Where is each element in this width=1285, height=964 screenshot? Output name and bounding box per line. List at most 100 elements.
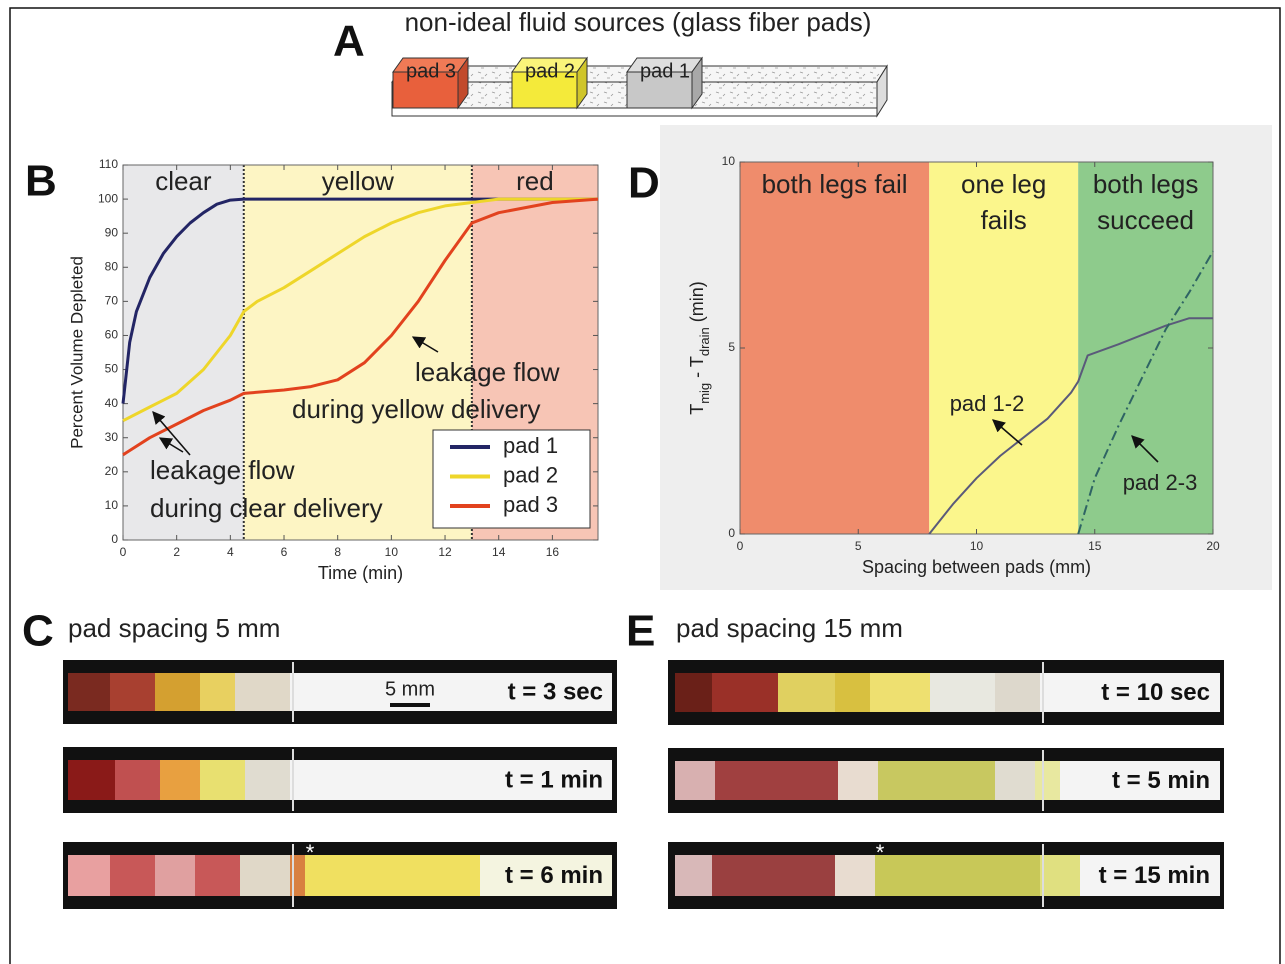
x-tick-label: 16	[546, 545, 560, 559]
y-tick-label: 10	[105, 498, 119, 512]
photo-strip-segment	[235, 673, 290, 711]
photo-strip-segment	[712, 673, 778, 712]
photo-strip-segment	[155, 855, 195, 896]
x-tick-label: 2	[173, 545, 180, 559]
photo-strip-segment	[675, 673, 712, 712]
photo-strip-segment	[878, 761, 995, 800]
photo-strip-segment	[290, 760, 612, 800]
y-tick-label: 90	[105, 225, 119, 239]
photo-strip-segment	[68, 760, 115, 800]
series-line	[1077, 250, 1214, 535]
x-tick-label: 12	[438, 545, 452, 559]
panel-c-title: pad spacing 5 mm	[68, 613, 280, 643]
x-tick-label: 8	[334, 545, 341, 559]
photo-strip-segment	[480, 855, 612, 896]
x-tick-label: 0	[120, 545, 127, 559]
region-label: one leg	[961, 169, 1046, 199]
x-tick-label: 5	[855, 539, 862, 553]
photo-strip-segment	[875, 855, 1040, 896]
region-band	[740, 162, 930, 534]
figure-border	[9, 7, 1281, 964]
photo-strip-segment	[110, 855, 155, 896]
y-axis-label-part: T	[687, 404, 707, 415]
panel-letter: D	[628, 159, 660, 208]
series-line	[928, 317, 1213, 535]
photo-strip-segment	[1040, 855, 1080, 896]
photo-strip-segment	[835, 855, 875, 896]
annotation: during clear delivery	[150, 493, 383, 523]
photo-strip-segment	[110, 673, 155, 711]
y-tick-label: 20	[105, 464, 119, 478]
photo-strip-segment	[68, 673, 110, 711]
photos: t = 3 sec t = 1 min t = 6 min * t = 10 sec t …	[63, 660, 1224, 909]
photo-strip-segment	[675, 855, 712, 896]
region-label: yellow	[322, 166, 394, 196]
legend-label: pad 3	[503, 492, 558, 517]
y-axis-label-part: mig	[697, 383, 712, 404]
photo-marker: *	[876, 840, 885, 865]
photo-strip-segment	[305, 855, 480, 896]
time-label: t = 15 min	[1099, 862, 1210, 889]
annotation: leakage flow	[415, 357, 560, 387]
region-label: both legs fail	[762, 169, 908, 199]
y-axis-label-part: - T	[687, 356, 707, 383]
pad-label: pad 2	[525, 60, 575, 82]
photo-strip-segment	[155, 673, 200, 711]
pad-label: pad 1	[640, 60, 690, 82]
photo-strip-segment	[200, 673, 235, 711]
time-label: t = 10 sec	[1101, 679, 1210, 706]
photo-strip-segment	[1040, 673, 1220, 712]
y-tick-label: 100	[98, 191, 118, 205]
y-tick-label: 80	[105, 259, 119, 273]
region-label: clear	[155, 166, 212, 196]
panel-a-title: non-ideal fluid sources (glass fiber pad…	[405, 7, 872, 37]
panel-letter: A	[333, 17, 365, 66]
time-label: t = 5 min	[1112, 767, 1210, 794]
photo-marker: *	[306, 840, 315, 865]
region-band	[123, 165, 244, 540]
y-tick-label: 50	[105, 362, 119, 376]
photo-strip-segment	[245, 760, 290, 800]
photo-strip-segment	[715, 761, 838, 800]
photo-strip-segment	[870, 673, 930, 712]
series-line	[122, 197, 599, 457]
scale-bar-label: 5 mm	[385, 678, 435, 700]
y-tick-label: 60	[105, 328, 119, 342]
y-axis-label-part: drain	[697, 327, 712, 356]
x-tick-label: 14	[492, 545, 506, 559]
y-axis-label: Percent Volume Depleted	[67, 256, 86, 449]
x-tick-label: 10	[970, 539, 984, 553]
region-label: both legs	[1093, 169, 1199, 199]
y-tick-label: 30	[105, 430, 119, 444]
time-label: t = 1 min	[505, 766, 603, 793]
panel-e-title: pad spacing 15 mm	[676, 613, 903, 643]
y-tick-label: 0	[111, 532, 118, 546]
y-axis-label: Tmig - Tdrain (min)	[687, 281, 712, 415]
panel-letter: C	[22, 607, 54, 656]
photo-strip-segment	[930, 673, 995, 712]
series-label: pad 1-2	[950, 391, 1025, 416]
x-tick-label: 20	[1206, 539, 1220, 553]
y-tick-label: 110	[99, 157, 118, 171]
photo-strip-segment	[115, 760, 160, 800]
annotation: leakage flow	[150, 455, 295, 485]
photo-strip-segment	[675, 761, 715, 800]
region-label: red	[516, 166, 554, 196]
photo-strip-segment	[200, 760, 245, 800]
photo-strip-segment	[1080, 855, 1220, 896]
series-line	[121, 197, 598, 404]
region-band	[1078, 162, 1213, 534]
panel-letter: B	[25, 157, 57, 206]
x-tick-label: 4	[227, 545, 234, 559]
x-axis-label: Time (min)	[318, 563, 403, 583]
legend-label: pad 1	[503, 433, 558, 458]
photo-strip-segment	[68, 855, 110, 896]
plot-frame	[122, 164, 599, 541]
region-label: succeed	[1097, 205, 1194, 235]
y-tick-label: 70	[105, 294, 119, 308]
photo-strip-segment	[712, 855, 835, 896]
y-tick-label: 10	[722, 154, 736, 168]
pad-label: pad 3	[406, 60, 456, 82]
